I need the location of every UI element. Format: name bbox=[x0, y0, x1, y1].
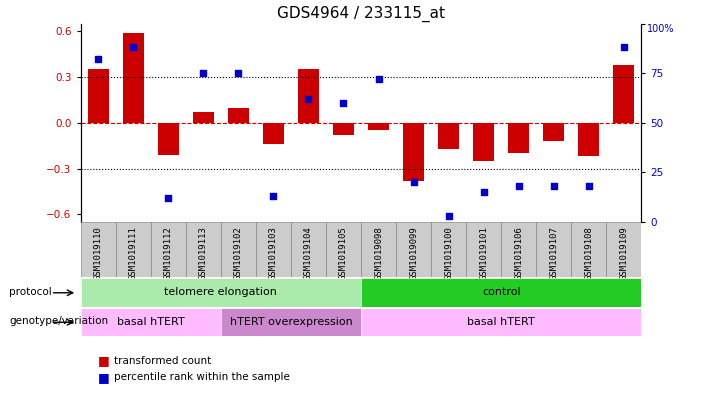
Bar bbox=[571, 222, 606, 277]
Text: GSM1019110: GSM1019110 bbox=[94, 226, 102, 280]
Point bbox=[303, 96, 314, 102]
Bar bbox=[193, 112, 214, 123]
Bar bbox=[81, 278, 361, 307]
Bar bbox=[396, 222, 431, 277]
Text: GSM1019099: GSM1019099 bbox=[409, 226, 418, 280]
Bar bbox=[333, 123, 354, 135]
Bar bbox=[256, 222, 291, 277]
Text: 100%: 100% bbox=[647, 24, 674, 33]
Point bbox=[128, 44, 139, 51]
Bar bbox=[606, 222, 641, 277]
Text: GSM1019107: GSM1019107 bbox=[550, 226, 558, 280]
Text: GSM1019102: GSM1019102 bbox=[234, 226, 243, 280]
Text: GSM1019113: GSM1019113 bbox=[199, 226, 207, 280]
Bar bbox=[298, 70, 319, 123]
Point bbox=[478, 189, 489, 195]
Bar bbox=[263, 123, 284, 144]
Bar bbox=[536, 222, 571, 277]
Point bbox=[268, 193, 279, 199]
Text: GSM1019111: GSM1019111 bbox=[129, 226, 137, 280]
Point bbox=[163, 195, 174, 201]
Point bbox=[513, 183, 524, 189]
Point bbox=[233, 70, 244, 76]
Bar bbox=[326, 222, 361, 277]
Point bbox=[443, 213, 454, 219]
Text: hTERT overexpression: hTERT overexpression bbox=[229, 317, 353, 327]
Text: basal hTERT: basal hTERT bbox=[468, 317, 535, 327]
Text: GSM1019109: GSM1019109 bbox=[620, 226, 628, 280]
Point bbox=[373, 76, 384, 82]
Text: GSM1019106: GSM1019106 bbox=[515, 226, 523, 280]
Point bbox=[548, 183, 559, 189]
Bar bbox=[158, 123, 179, 155]
Bar bbox=[221, 222, 256, 277]
Bar bbox=[613, 65, 634, 123]
Bar bbox=[438, 123, 459, 149]
Bar bbox=[578, 123, 599, 156]
Bar bbox=[81, 308, 221, 336]
Bar bbox=[508, 123, 529, 153]
Point bbox=[338, 100, 349, 106]
Text: GSM1019108: GSM1019108 bbox=[585, 226, 593, 280]
Text: control: control bbox=[482, 287, 521, 298]
Text: ■: ■ bbox=[98, 354, 110, 367]
Bar bbox=[151, 222, 186, 277]
Bar bbox=[501, 222, 536, 277]
Text: GSM1019105: GSM1019105 bbox=[339, 226, 348, 280]
Bar bbox=[543, 123, 564, 141]
Bar bbox=[116, 222, 151, 277]
Point bbox=[583, 183, 594, 189]
Bar bbox=[81, 222, 116, 277]
Point bbox=[198, 70, 209, 76]
Bar bbox=[473, 123, 494, 161]
Bar bbox=[403, 123, 424, 181]
Bar bbox=[88, 70, 109, 123]
Title: GDS4964 / 233115_at: GDS4964 / 233115_at bbox=[277, 6, 445, 22]
Text: GSM1019104: GSM1019104 bbox=[304, 226, 313, 280]
Bar bbox=[368, 123, 389, 130]
Text: telomere elongation: telomere elongation bbox=[164, 287, 278, 298]
Bar bbox=[221, 308, 361, 336]
Point bbox=[408, 179, 419, 185]
Text: GSM1019100: GSM1019100 bbox=[444, 226, 453, 280]
Bar bbox=[228, 108, 249, 123]
Bar bbox=[361, 308, 641, 336]
Bar bbox=[466, 222, 501, 277]
Bar bbox=[291, 222, 326, 277]
Text: transformed count: transformed count bbox=[114, 356, 211, 366]
Text: protocol: protocol bbox=[9, 286, 52, 297]
Text: GSM1019101: GSM1019101 bbox=[479, 226, 488, 280]
Bar bbox=[431, 222, 466, 277]
Text: genotype/variation: genotype/variation bbox=[9, 316, 108, 326]
Bar bbox=[123, 33, 144, 123]
Point bbox=[618, 44, 629, 51]
Text: GSM1019098: GSM1019098 bbox=[374, 226, 383, 280]
Text: GSM1019112: GSM1019112 bbox=[164, 226, 172, 280]
Text: GSM1019103: GSM1019103 bbox=[269, 226, 278, 280]
Text: basal hTERT: basal hTERT bbox=[117, 317, 184, 327]
Text: ■: ■ bbox=[98, 371, 110, 384]
Point bbox=[93, 56, 104, 62]
Bar bbox=[361, 278, 641, 307]
Bar bbox=[186, 222, 221, 277]
Text: percentile rank within the sample: percentile rank within the sample bbox=[114, 372, 290, 382]
Bar bbox=[361, 222, 396, 277]
